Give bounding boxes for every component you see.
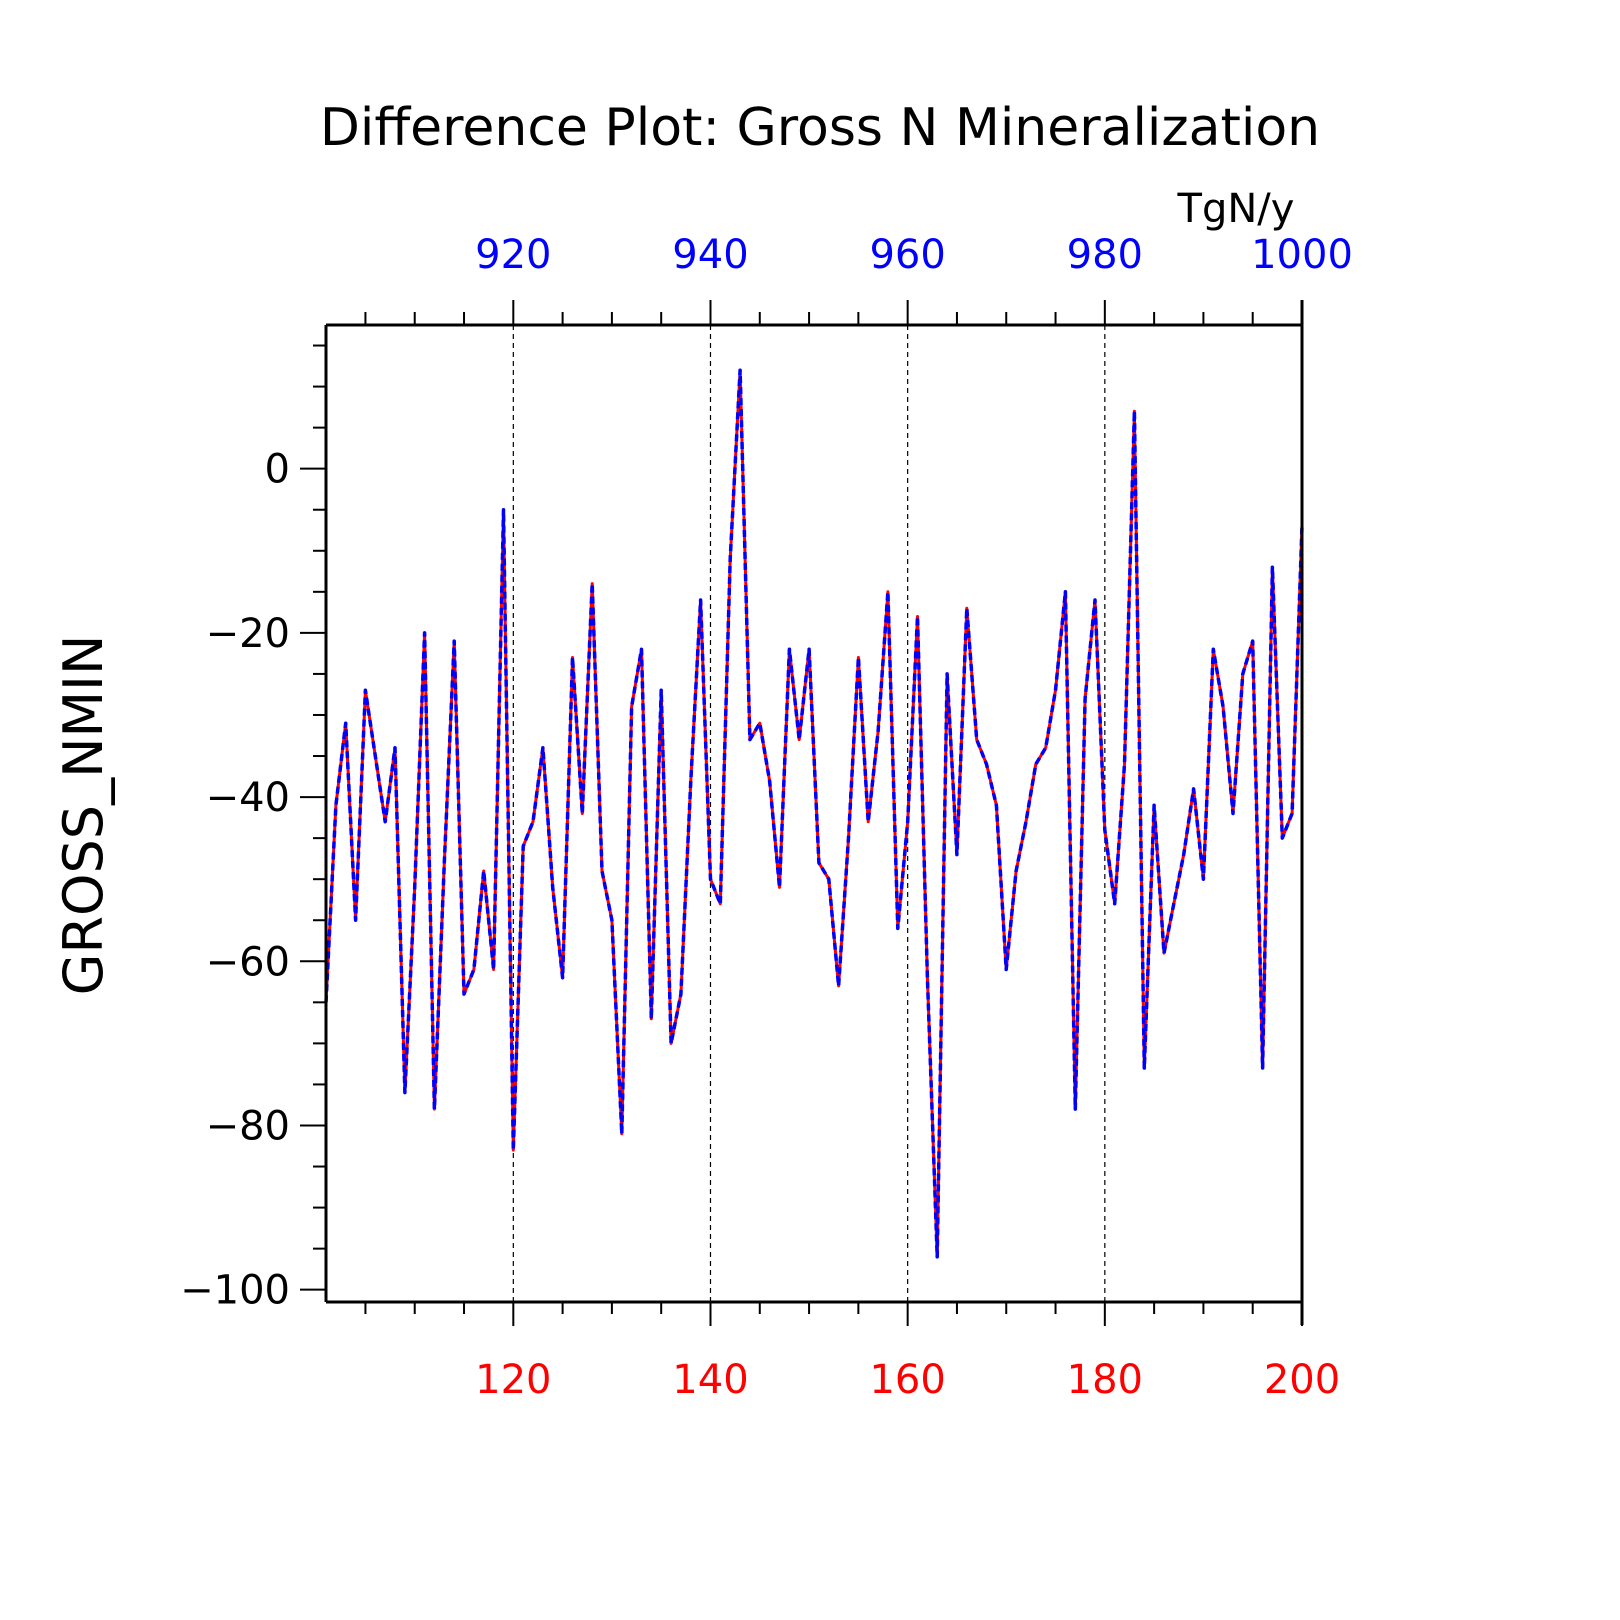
axes-layer [324,300,1304,1325]
x-top-tick-label: 960 [869,232,945,278]
x-top-tick-label: 940 [672,232,748,278]
x-top-tick-label: 980 [1067,232,1143,278]
x-top-tick-label: 920 [475,232,551,278]
units-label: TgN/y [1177,186,1295,232]
y-tick-label: −40 [206,775,290,821]
y-tick-label: −100 [180,1268,290,1314]
x-bottom-tick-label: 160 [869,1357,945,1403]
y-tick-label: −60 [206,939,290,985]
x-bottom-tick-label: 180 [1067,1357,1143,1403]
y-axis-label: GROSS_NMIN [52,635,115,996]
x-bottom-tick-label: 200 [1264,1357,1340,1403]
x-bottom-tick-label: 120 [475,1357,551,1403]
y-tick-label: −20 [206,611,290,657]
chart-title: Difference Plot: Gross N Mineralization [320,98,1320,158]
y-tick-label: 0 [265,447,290,493]
y-tick-label: −80 [206,1103,290,1149]
ticks-layer [300,300,1303,1326]
x-bottom-tick-label: 140 [672,1357,748,1403]
series-line-blue [324,368,1304,1259]
grid-layer [512,325,1106,1302]
x-top-tick-label: 1000 [1251,232,1353,278]
series-layer [324,368,1304,1259]
labels-layer: 0 −20 −40 −60 −80 −100 120 140 160 180 200 920 940 96… [180,232,1353,1403]
